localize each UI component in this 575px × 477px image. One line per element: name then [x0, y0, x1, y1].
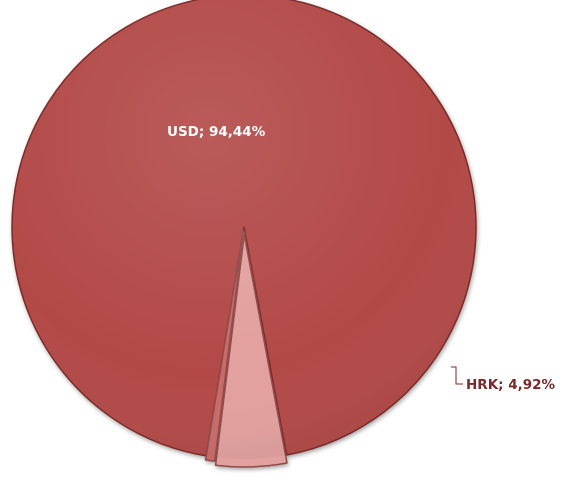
- slice-label-usd: USD; 94,44%: [167, 124, 266, 140]
- leader-line-hrk: [451, 366, 463, 385]
- slice-label-hrk: HRK; 4,92%: [466, 377, 556, 393]
- pie-labels: USD; 94,44% HRK; 4,92%: [167, 124, 556, 393]
- pie-slices: [11, 0, 477, 468]
